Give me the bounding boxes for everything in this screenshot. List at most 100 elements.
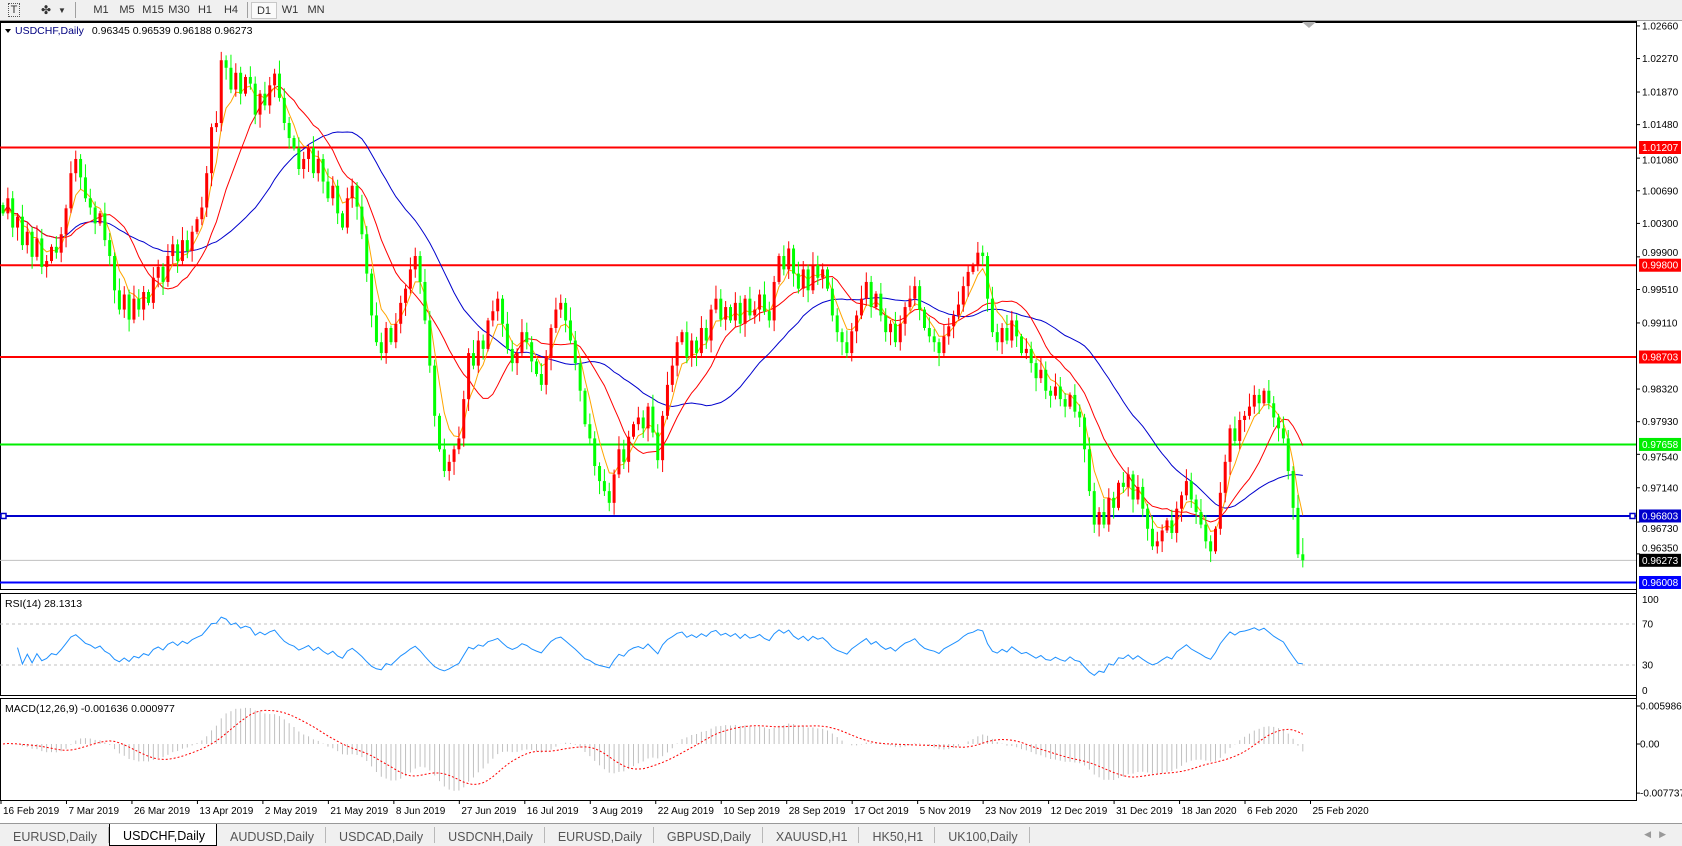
timeframe-h4[interactable]: H4 xyxy=(223,3,239,16)
chart-tab[interactable]: EURUSD,Daily xyxy=(0,827,110,844)
chart-tab[interactable]: USDCHF,Daily xyxy=(109,824,217,846)
timeframe-m30[interactable]: M30 xyxy=(168,3,190,16)
candle-body xyxy=(1053,386,1057,396)
timeframe-m15[interactable]: M15 xyxy=(142,3,164,16)
candle-body xyxy=(758,294,762,310)
chart-tab[interactable]: HK50,H1 xyxy=(859,827,936,844)
candle-body xyxy=(442,449,446,472)
timeframe-toolbar: T ✤ ▼ M1 M5 M15 M30 H1 H4 D1 W1 MN xyxy=(0,0,1682,21)
date-tick-label: 18 Jan 2020 xyxy=(1182,806,1237,817)
candle-body xyxy=(326,181,330,199)
candle-body xyxy=(792,248,796,274)
chart-tab[interactable]: XAUUSD,H1 xyxy=(763,827,860,844)
candle-body xyxy=(1214,528,1217,552)
tab-scroll-arrows[interactable]: ◀▶ xyxy=(1644,829,1674,840)
chart-tab[interactable]: EURUSD,Daily xyxy=(545,827,654,844)
candle-body xyxy=(559,302,563,310)
chart-tabs: EURUSD,Daily USDCHF,Daily AUDUSD,Daily USDC… xyxy=(0,823,1682,846)
candle-body xyxy=(50,246,53,262)
candle-body xyxy=(1000,327,1004,343)
candle-body xyxy=(1010,320,1014,341)
candle-body xyxy=(253,83,257,115)
chart-tab[interactable]: USDCNH,Daily xyxy=(435,827,545,844)
line-handle-icon[interactable] xyxy=(0,512,7,520)
current-price-label: 0.96273 xyxy=(1642,556,1679,567)
price-tick-label: 0.99900 xyxy=(1642,248,1679,259)
timeframe-h1[interactable]: H1 xyxy=(197,3,213,16)
chart-tab[interactable]: USDCAD,Daily xyxy=(326,827,436,844)
moving-average-mid-line xyxy=(2,85,1304,523)
candle-body xyxy=(1015,320,1019,337)
candle-body xyxy=(205,173,209,208)
candle-body xyxy=(1233,428,1237,441)
timeframe-d1[interactable]: D1 xyxy=(251,1,277,19)
candle-body xyxy=(457,438,461,450)
candle-body xyxy=(879,293,883,316)
chevron-down-icon[interactable]: ▼ xyxy=(58,5,66,15)
candle-body xyxy=(535,361,538,374)
candle-body xyxy=(370,273,374,316)
date-tick-label: 12 Dec 2019 xyxy=(1051,806,1108,817)
timeframe-m5[interactable]: M5 xyxy=(119,3,135,16)
candle-body xyxy=(850,331,854,354)
date-tick-label: 26 Mar 2019 xyxy=(134,806,191,817)
candle-body xyxy=(1073,394,1077,412)
candle-body xyxy=(384,327,388,354)
candle-body xyxy=(151,277,155,303)
scroll-left-icon[interactable]: ◀ xyxy=(1644,829,1660,839)
candle-body xyxy=(1078,411,1082,418)
price-tick-label: 0.96350 xyxy=(1642,543,1679,554)
chart-tab[interactable]: UK100,Daily xyxy=(935,827,1030,844)
candle-body xyxy=(1218,492,1222,529)
candle-body xyxy=(826,269,829,289)
candle-body xyxy=(874,293,878,308)
candle-body xyxy=(1301,554,1305,561)
candle-body xyxy=(1107,497,1111,525)
date-tick-label: 13 Apr 2019 xyxy=(199,806,253,817)
candle-body xyxy=(840,332,844,343)
candle-body xyxy=(1243,415,1247,421)
shapes-tool-icon[interactable]: ✤ xyxy=(40,3,52,17)
price-level-badge xyxy=(1639,437,1681,451)
chart-shift-marker-icon[interactable] xyxy=(1302,22,1316,28)
candle-body xyxy=(35,238,39,257)
candle-body xyxy=(374,315,378,343)
chart-tab[interactable]: AUDUSD,Daily xyxy=(217,827,327,844)
candle-body xyxy=(1189,481,1193,500)
candle-body xyxy=(607,491,611,503)
chart-tab[interactable]: GBPUSD,Daily xyxy=(654,827,763,844)
candle-body xyxy=(724,307,728,320)
candle-body xyxy=(1180,495,1184,509)
candle-body xyxy=(942,336,946,354)
candle-body xyxy=(893,323,897,343)
candle-body xyxy=(821,269,825,278)
timeframe-m1[interactable]: M1 xyxy=(93,3,109,16)
toolbar-divider xyxy=(247,2,248,18)
line-handle-icon[interactable] xyxy=(1629,512,1636,520)
timeframe-mn[interactable]: MN xyxy=(307,3,325,16)
candle-body xyxy=(699,327,703,354)
collapse-triangle-icon[interactable] xyxy=(5,29,11,33)
candle-body xyxy=(525,332,529,343)
candle-body xyxy=(147,291,150,303)
candle-body xyxy=(835,315,839,333)
date-tick-label: 8 Jun 2019 xyxy=(396,806,446,817)
candle-body xyxy=(1199,512,1203,525)
rsi-line xyxy=(17,616,1303,677)
price-tick-label: 0.97540 xyxy=(1642,452,1679,463)
price-level-label: 0.98703 xyxy=(1642,353,1679,364)
candle-body xyxy=(16,216,20,228)
candle-body xyxy=(122,294,126,310)
price-tick-label: 0.99510 xyxy=(1642,285,1679,296)
candle-body xyxy=(1044,369,1048,391)
scroll-right-icon[interactable]: ▶ xyxy=(1659,829,1674,839)
candle-body xyxy=(1272,403,1276,418)
text-tool-icon[interactable]: T xyxy=(3,1,25,19)
candle-body xyxy=(1160,530,1164,542)
timeframe-w1[interactable]: W1 xyxy=(281,3,299,16)
candle-body xyxy=(796,273,800,289)
candle-body xyxy=(1277,417,1281,429)
price-tick-label: 0.97930 xyxy=(1642,417,1679,428)
candle-body xyxy=(641,417,645,429)
